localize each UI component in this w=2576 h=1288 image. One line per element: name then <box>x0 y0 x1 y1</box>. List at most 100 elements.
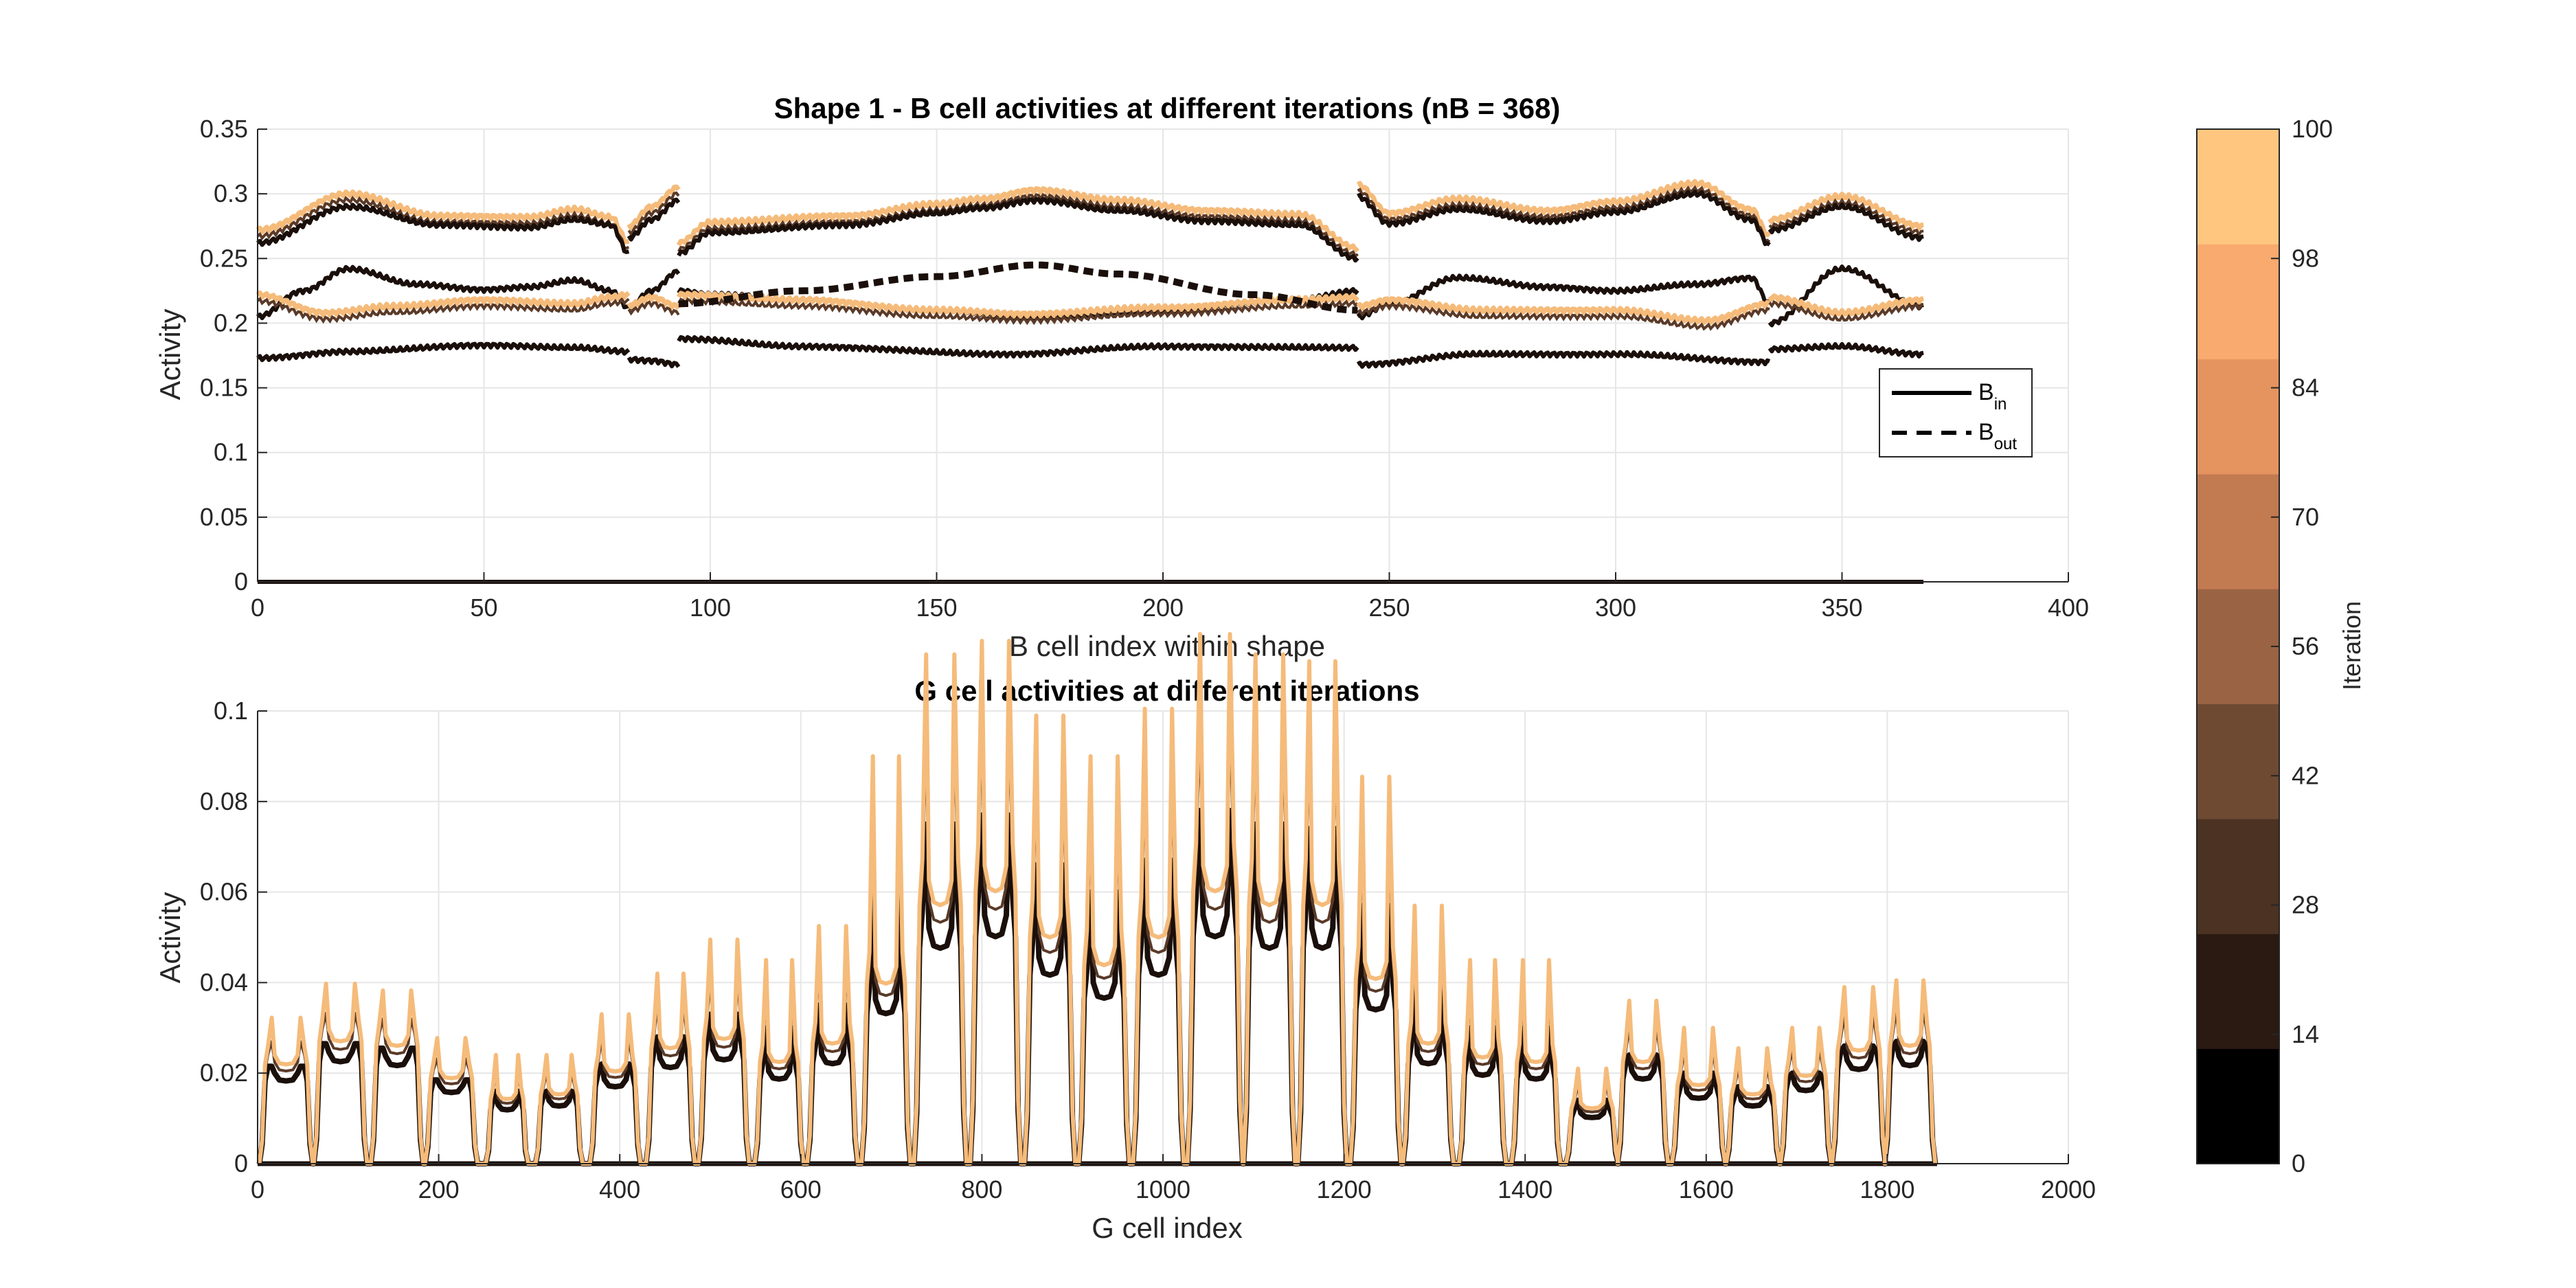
colorbar-tick-label: 14 <box>2292 1020 2319 1048</box>
x-tick-label: 0 <box>251 594 264 622</box>
axes <box>257 710 2069 1164</box>
x-tick-label: 100 <box>690 594 731 622</box>
y-tick-label: 0.05 <box>200 503 248 531</box>
colorbar-block <box>2197 1048 2279 1164</box>
series-0-segment-2 <box>676 186 1359 253</box>
iteration-colorbar: 0 14 28 42 56 70 84 98 100 Iteration <box>2196 115 2366 1177</box>
colorbar-block <box>2197 819 2279 934</box>
colorbar-block <box>2197 934 2279 1050</box>
legend-label-bout: Bout <box>1978 419 2017 453</box>
colorbar-tick-label: 100 <box>2292 115 2333 143</box>
legend-sub-bout: out <box>1994 435 2018 453</box>
series-0-segment-3 <box>1356 179 1772 238</box>
y-tick-label: 0.15 <box>200 374 248 402</box>
series-1-segment-0 <box>256 203 630 254</box>
chart-title: Shape 1 - B cell activities at different… <box>774 92 1561 124</box>
series-0-segment-1 <box>626 184 681 231</box>
series-3-segment-0 <box>256 290 631 318</box>
series-4-segment-0 <box>256 341 631 363</box>
series-4-segment-3 <box>1356 350 1771 369</box>
colorbar-block <box>2197 244 2279 360</box>
x-axis-label: B cell index within shape <box>1009 630 1325 662</box>
legend-label-bin: Bin <box>1978 379 2007 414</box>
x-tick-label: 800 <box>961 1175 1002 1204</box>
colorbar-block <box>2197 359 2279 475</box>
series-0-segment-0 <box>256 189 630 245</box>
colorbar-block <box>2197 129 2279 245</box>
x-tick-label: 1000 <box>1136 1175 1190 1204</box>
y-tick-label: 0.35 <box>200 115 248 143</box>
y-tick-label: 0.1 <box>214 438 248 466</box>
series-3-shadow-0 <box>256 297 630 324</box>
series-4-segment-4 <box>1767 341 1924 359</box>
y-tick-label: 0.25 <box>200 244 248 272</box>
x-tick-label: 1800 <box>1860 1175 1914 1204</box>
series-4-segment-2 <box>677 335 1359 359</box>
y-tick-label: 0 <box>234 1149 248 1177</box>
x-tick-label: 400 <box>599 1175 640 1204</box>
series-2-segment-3 <box>1356 273 1771 321</box>
y-tick-label: 0.04 <box>200 968 248 996</box>
g-cell-activity-chart: G cell activities at different iteration… <box>154 632 2096 1244</box>
colorbar-block <box>2197 474 2279 589</box>
x-tick-label: 50 <box>470 594 497 622</box>
x-tick-label: 200 <box>1142 594 1184 622</box>
x-tick-label: 1200 <box>1317 1175 1372 1204</box>
series-1-segment-1 <box>626 197 681 242</box>
series-2-segment-0 <box>256 264 630 321</box>
colorbar-ticks: 0 14 28 42 56 70 84 98 100 <box>2271 115 2333 1177</box>
colorbar-tick-label: 0 <box>2292 1149 2305 1177</box>
series-1-segment-3 <box>1357 190 1771 247</box>
tick-labels: 0 200 400 600 800 1000 1200 1400 1600 1800 2000 0 0.… <box>200 697 2096 1204</box>
series-0-shadow-4 <box>1768 197 1924 237</box>
colorbar-block <box>2197 589 2279 705</box>
series-3-shadow-1 <box>627 300 680 317</box>
series-1-segment-4 <box>1767 202 1924 242</box>
colorbar-tick-label: 28 <box>2292 891 2319 919</box>
y-tick-label: 0.02 <box>200 1059 248 1087</box>
x-tick-label: 200 <box>418 1175 460 1204</box>
series-3-shadow-3 <box>1357 303 1770 331</box>
colorbar-tick-label: 70 <box>2292 503 2319 531</box>
series-1-segment-2 <box>677 196 1359 263</box>
x-tick-label: 350 <box>1821 594 1862 622</box>
x-tick-label: 2000 <box>2041 1175 2096 1204</box>
y-tick-label: 0 <box>234 567 248 596</box>
series-2-iteration-100 <box>257 632 1938 1166</box>
tick-labels: 0 50 100 150 200 250 300 350 400 0 0.05 0.1 0.15 0.2 0… <box>200 115 2089 622</box>
y-tick-label: 0.3 <box>214 179 248 207</box>
y-axis-label: Activity <box>154 308 186 400</box>
series-3-segment-4 <box>1767 293 1924 317</box>
y-tick-label: 0.08 <box>200 787 248 815</box>
x-tick-label: 300 <box>1595 594 1636 622</box>
x-tick-label: 1600 <box>1679 1175 1734 1204</box>
x-tick-label: 150 <box>916 594 957 622</box>
series-0-shadow-1 <box>627 191 680 237</box>
colorbar-tick-label: 56 <box>2292 632 2319 660</box>
b-cell-activity-chart: Shape 1 - B cell activities at different… <box>154 92 2089 662</box>
series-0-shadow-3 <box>1357 185 1771 243</box>
series-3-shadow-4 <box>1768 300 1924 322</box>
series-3-segment-3 <box>1356 296 1771 325</box>
x-tick-label: 400 <box>2048 594 2089 622</box>
y-tick-label: 0.1 <box>214 697 248 725</box>
colorbar-label: Iteration <box>2338 601 2366 690</box>
y-axis-label: Activity <box>154 892 186 983</box>
legend-base-bout: B <box>1978 419 1994 445</box>
colorbar-block <box>2197 703 2279 820</box>
colorbar-tick-label: 98 <box>2292 244 2319 272</box>
x-tick-label: 250 <box>1368 594 1410 622</box>
x-tick-label: 0 <box>251 1175 264 1204</box>
series-3-segment-1 <box>626 293 681 310</box>
series-5-segment-0 <box>677 261 1359 314</box>
x-axis-label: G cell index <box>1092 1212 1242 1244</box>
y-tick-label: 0.06 <box>200 878 248 906</box>
series-3-shadow-2 <box>677 297 1359 326</box>
axes <box>257 128 2069 583</box>
series-0-segment-4 <box>1767 192 1924 231</box>
legend: Bin Bout <box>1879 368 2033 457</box>
legend-sub-bin: in <box>1994 395 2007 414</box>
colorbar-blocks <box>2196 128 2280 1164</box>
colorbar-tick-label: 42 <box>2292 761 2319 789</box>
